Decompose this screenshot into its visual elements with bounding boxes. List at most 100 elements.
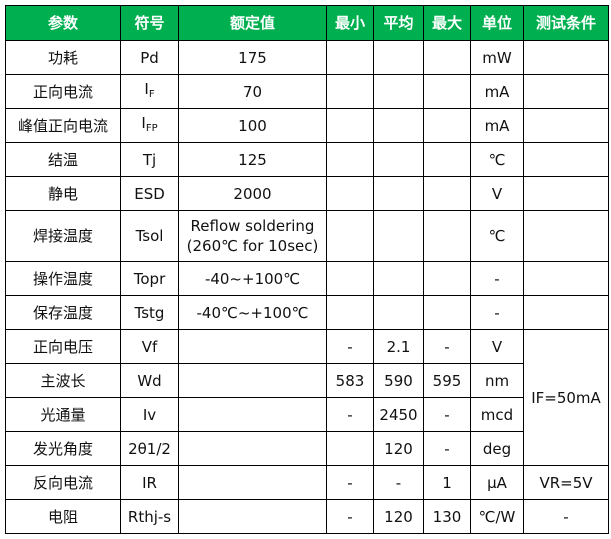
unit-text: mA <box>484 82 510 101</box>
cell-max <box>423 295 471 330</box>
symbol-text: Tsol <box>135 227 164 245</box>
cell-rated <box>178 329 327 364</box>
cell-avg <box>373 142 424 177</box>
cell-max: - <box>423 329 471 364</box>
cell-symbol: Wd <box>120 363 179 398</box>
param-text: 功耗 <box>47 48 78 67</box>
cell-cond <box>523 74 609 109</box>
cell-rated: -40℃~+100℃ <box>178 295 327 330</box>
table-row: 发光角度 2θ1/2 120 - deg <box>5 431 609 466</box>
param-text: 正向电压 <box>32 337 93 356</box>
column-header: 最小 <box>326 5 374 41</box>
symbol-text: Tstg <box>134 303 165 322</box>
cell-unit: - <box>470 261 524 296</box>
cell-avg <box>373 74 424 109</box>
param-text: 静电 <box>47 184 78 203</box>
cell-symbol: Tj <box>120 142 179 177</box>
cell-rated: 125 <box>178 142 327 177</box>
cell-param: 静电 <box>5 176 121 211</box>
cell-unit: ℃ <box>470 210 524 262</box>
symbol-text: 2θ1/2 <box>128 439 171 458</box>
symbol-text: Pd <box>140 48 159 67</box>
cell-symbol: Rthj-s <box>120 499 179 534</box>
cell-rated: -40~+100℃ <box>178 261 327 296</box>
param-text: 保存温度 <box>32 303 93 322</box>
table-row: 正向电流 IF 70 mA <box>5 74 609 109</box>
cell-min <box>326 210 374 262</box>
max-text: - <box>444 405 450 424</box>
cell-min: - <box>326 397 374 432</box>
param-text: 焊接温度 <box>32 227 93 245</box>
cell-cond <box>523 176 609 211</box>
cell-param: 峰值正向电流 <box>5 108 121 143</box>
cell-min <box>326 40 374 75</box>
symbol-text: I <box>144 79 149 98</box>
cell-param: 正向电流 <box>5 74 121 109</box>
column-header: 额定值 <box>178 5 327 41</box>
symbol-text: I <box>141 113 146 132</box>
cell-cond <box>523 295 609 330</box>
cell-rated <box>178 397 327 432</box>
unit-text: ℃ <box>488 150 506 169</box>
max-text: 1 <box>442 473 452 492</box>
cell-unit: μA <box>470 465 524 500</box>
avg-text: 2.1 <box>386 337 411 356</box>
cell-symbol: IF <box>120 74 179 109</box>
table-row: 结温 Tj 125 ℃ <box>5 142 609 177</box>
cell-min: 583 <box>326 363 374 398</box>
column-header: 单位 <box>470 5 524 41</box>
cell-cond: VR=5V <box>523 465 609 500</box>
cell-symbol: Pd <box>120 40 179 75</box>
cell-unit: ℃/W <box>470 499 524 534</box>
cell-cond <box>523 108 609 143</box>
cell-rated <box>178 431 327 466</box>
cell-rated: 175 <box>178 40 327 75</box>
cell-rated: 100 <box>178 108 327 143</box>
symbol-text: ESD <box>134 184 165 203</box>
cell-unit: deg <box>470 431 524 466</box>
param-text: 正向电流 <box>32 82 93 101</box>
cell-unit: nm <box>470 363 524 398</box>
cell-rated <box>178 499 327 534</box>
rated-text: 125 <box>238 150 267 169</box>
unit-text: - <box>494 269 500 288</box>
rated-text: -40~+100℃ <box>204 269 301 288</box>
cell-cond <box>523 261 609 296</box>
cell-avg <box>373 295 424 330</box>
avg-text: 120 <box>384 439 413 458</box>
cell-param: 反向电流 <box>5 465 121 500</box>
table-row: 主波长 Wd 583 590 595 nm <box>5 363 609 398</box>
param-text: 峰值正向电流 <box>17 116 108 135</box>
cell-symbol: IR <box>120 465 179 500</box>
cell-max <box>423 40 471 75</box>
rated-text-line2: (260℃ for 10sec) <box>186 237 319 255</box>
cond-text: IF=50mA <box>531 388 601 407</box>
param-text: 反向电流 <box>32 473 93 492</box>
cell-avg: 2450 <box>373 397 424 432</box>
unit-text: μA <box>487 473 507 492</box>
table-body: 功耗 Pd 175 mW 正向电流 IF 70 mA 峰值正向电流 IFP 100 mA 结温 Tj 125… <box>5 40 609 534</box>
cell-max: 595 <box>423 363 471 398</box>
cell-rated: 70 <box>178 74 327 109</box>
param-text: 光通量 <box>40 405 86 424</box>
symbol-subscript: FP <box>145 122 158 134</box>
table-row: 操作温度 Topr -40~+100℃ - <box>5 261 609 296</box>
cell-rated: 2000 <box>178 176 327 211</box>
unit-text: V <box>491 184 503 203</box>
rated-text: 70 <box>242 82 263 101</box>
cell-avg <box>373 210 424 262</box>
cell-cond: - <box>523 499 609 534</box>
cell-param: 保存温度 <box>5 295 121 330</box>
cell-unit: mW <box>470 40 524 75</box>
cell-rated <box>178 363 327 398</box>
rated-text: 2000 <box>233 184 272 203</box>
table-row: 峰值正向电流 IFP 100 mA <box>5 108 609 143</box>
cell-param: 光通量 <box>5 397 121 432</box>
cell-max: - <box>423 397 471 432</box>
table-row: 保存温度 Tstg -40℃~+100℃ - <box>5 295 609 330</box>
cell-param: 电阻 <box>5 499 121 534</box>
cell-max <box>423 261 471 296</box>
cell-symbol: Tsol <box>120 210 179 262</box>
symbol-subscript: F <box>148 88 155 100</box>
cell-min <box>326 108 374 143</box>
